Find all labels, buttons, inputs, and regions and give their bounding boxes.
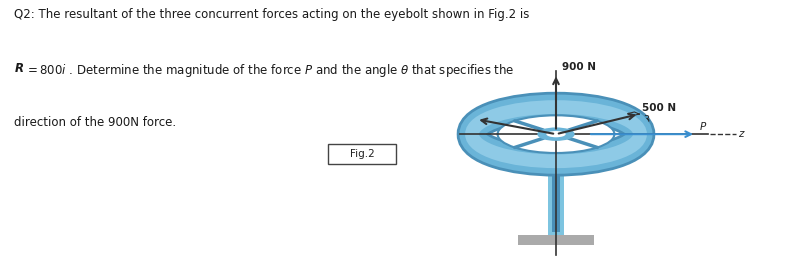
- FancyBboxPatch shape: [518, 235, 594, 245]
- FancyBboxPatch shape: [328, 144, 396, 164]
- Circle shape: [538, 128, 574, 140]
- Circle shape: [546, 131, 566, 137]
- Text: z: z: [738, 129, 743, 139]
- FancyBboxPatch shape: [548, 159, 564, 235]
- Text: 500 N: 500 N: [642, 103, 676, 113]
- Text: 900 N: 900 N: [562, 62, 596, 72]
- FancyBboxPatch shape: [544, 156, 568, 164]
- Text: Fig.2: Fig.2: [350, 149, 374, 159]
- Text: R: R: [14, 62, 23, 75]
- Text: 3: 3: [643, 115, 650, 125]
- Circle shape: [498, 115, 614, 153]
- FancyBboxPatch shape: [552, 160, 560, 232]
- Text: O: O: [528, 137, 536, 147]
- Text: $= 800\mathit{i}$ . Determine the magnitude of the force $\mathit{P}$ and the an: $= 800\mathit{i}$ . Determine the magnit…: [25, 62, 514, 79]
- Text: P: P: [700, 122, 706, 132]
- Text: direction of the 900N force.: direction of the 900N force.: [14, 116, 177, 129]
- Text: Q2: The resultant of the three concurrent forces acting on the eyebolt shown in : Q2: The resultant of the three concurren…: [14, 8, 530, 21]
- Text: 4: 4: [643, 119, 650, 129]
